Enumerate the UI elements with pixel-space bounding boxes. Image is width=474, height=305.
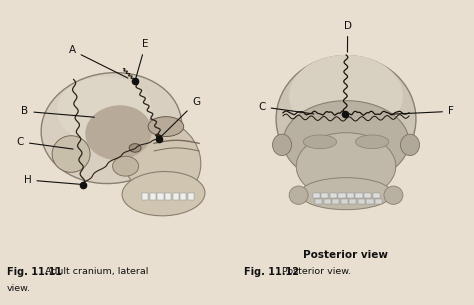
Bar <box>180 193 186 200</box>
Text: Posterior view: Posterior view <box>302 250 388 260</box>
Ellipse shape <box>289 186 308 204</box>
Ellipse shape <box>85 105 152 160</box>
Bar <box>165 193 171 200</box>
Ellipse shape <box>121 119 201 198</box>
Ellipse shape <box>401 134 419 156</box>
Bar <box>315 199 322 204</box>
Bar <box>364 193 371 198</box>
Ellipse shape <box>52 136 90 172</box>
Ellipse shape <box>148 117 183 137</box>
Text: H: H <box>24 175 80 185</box>
Bar <box>366 199 374 204</box>
Bar <box>321 193 328 198</box>
Bar <box>150 193 156 200</box>
Text: F: F <box>391 106 454 117</box>
Ellipse shape <box>296 133 396 200</box>
Text: C: C <box>258 102 314 114</box>
Text: view.: view. <box>7 284 31 293</box>
Bar <box>157 193 164 200</box>
Text: Posterior view.: Posterior view. <box>279 267 351 276</box>
Bar <box>330 193 337 198</box>
Ellipse shape <box>41 73 182 184</box>
Ellipse shape <box>276 56 416 182</box>
Bar <box>375 199 382 204</box>
Bar <box>358 199 365 204</box>
Ellipse shape <box>122 171 205 216</box>
Text: Adult cranium, lateral: Adult cranium, lateral <box>42 267 148 276</box>
Ellipse shape <box>300 178 392 210</box>
Ellipse shape <box>283 101 409 183</box>
Ellipse shape <box>384 186 403 204</box>
Bar <box>349 199 356 204</box>
Bar <box>332 199 339 204</box>
Bar <box>324 199 331 204</box>
Bar <box>347 193 354 198</box>
Bar <box>173 193 179 200</box>
Ellipse shape <box>57 76 152 143</box>
Bar <box>188 193 194 200</box>
Ellipse shape <box>273 134 292 156</box>
Bar <box>373 193 380 198</box>
Ellipse shape <box>289 55 403 137</box>
Text: G: G <box>161 97 200 137</box>
Bar <box>338 193 346 198</box>
Text: D: D <box>344 21 352 52</box>
Text: A: A <box>69 45 128 78</box>
Bar <box>313 193 320 198</box>
Ellipse shape <box>303 135 337 149</box>
Bar <box>142 193 148 200</box>
Text: Fig. 11.11: Fig. 11.11 <box>7 267 62 277</box>
Bar <box>341 199 348 204</box>
Ellipse shape <box>356 135 389 149</box>
Text: Fig. 11.12: Fig. 11.12 <box>244 267 299 277</box>
Ellipse shape <box>129 144 141 152</box>
Ellipse shape <box>112 156 138 176</box>
Bar <box>356 193 363 198</box>
Text: E: E <box>136 39 149 78</box>
Text: B: B <box>21 106 94 117</box>
Text: C: C <box>17 137 73 149</box>
